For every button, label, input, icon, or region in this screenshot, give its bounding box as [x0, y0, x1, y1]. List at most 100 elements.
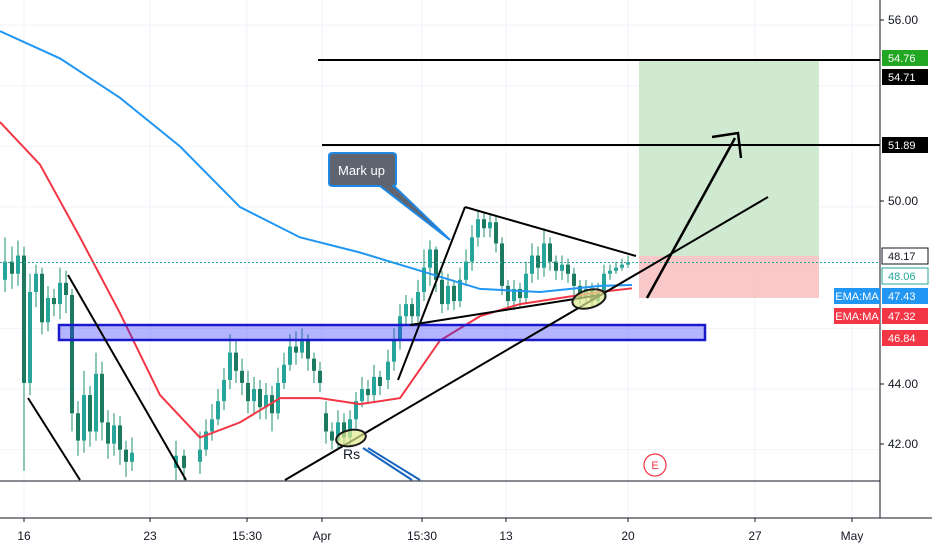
candle-body	[470, 237, 474, 262]
x-tick-label: 15:30	[232, 529, 262, 543]
x-tick-label: 23	[143, 529, 157, 543]
price-badge-label: 46.84	[888, 333, 916, 345]
trend-line-down-left-2[interactable]	[27, 397, 81, 481]
candle	[216, 389, 220, 426]
candle-body	[620, 264, 624, 268]
candle	[204, 419, 208, 456]
mark-up-callout[interactable]	[328, 152, 451, 241]
x-tick-label: 20	[621, 529, 635, 543]
candle-body	[494, 222, 498, 244]
candlestick-series	[3, 210, 630, 480]
candle-body	[360, 389, 364, 402]
earnings-marker[interactable]	[643, 453, 667, 477]
support-zone-box[interactable]	[57, 323, 707, 342]
price-badge-label: 48.06	[888, 271, 916, 283]
price-badge: 48.17	[881, 247, 929, 265]
candle-body	[372, 376, 376, 396]
candle-body	[34, 273, 38, 292]
candle-body	[524, 273, 528, 299]
candle-body	[46, 298, 50, 323]
candle	[366, 379, 370, 405]
candle	[234, 340, 238, 383]
breakout-arrow-shaft[interactable]	[645, 137, 737, 299]
candle	[422, 249, 426, 302]
candle-body	[10, 261, 14, 274]
candle-body	[222, 379, 226, 402]
candle	[392, 328, 396, 371]
trend-line-down-left[interactable]	[67, 274, 187, 481]
candle-body	[354, 401, 358, 420]
candle	[542, 228, 546, 277]
candle	[488, 213, 492, 238]
candle	[276, 367, 280, 420]
candle-body	[312, 358, 316, 371]
candle-body	[234, 352, 238, 371]
candle-body	[318, 370, 322, 383]
candle	[476, 210, 480, 247]
candle	[378, 370, 382, 396]
candle	[294, 331, 298, 365]
candle	[482, 213, 486, 238]
candle	[210, 404, 214, 441]
x-tick-label: 15:30	[407, 529, 437, 543]
candle-body	[288, 346, 292, 365]
candle-body	[130, 452, 134, 462]
profit-target-zone[interactable]	[639, 60, 819, 256]
candle-body	[434, 249, 438, 280]
candle	[554, 255, 558, 280]
highlight-ellipse-retest[interactable]	[570, 286, 608, 312]
candle-body	[70, 294, 74, 414]
candle	[130, 437, 134, 471]
candle-body	[210, 419, 214, 432]
candle-body	[64, 282, 68, 295]
candle	[470, 225, 474, 271]
candle-body	[324, 413, 328, 432]
triangle-line-left[interactable]	[397, 206, 466, 381]
ema-legend-label: EMA:MA	[835, 291, 879, 303]
candle	[246, 370, 250, 414]
candle	[524, 261, 528, 305]
candle-body	[58, 282, 62, 305]
candle-body	[500, 243, 504, 286]
candle-body	[16, 255, 20, 274]
candle-body	[330, 431, 334, 441]
triangle-line-bottom[interactable]	[409, 294, 601, 326]
candle	[354, 392, 358, 429]
rs-pointer	[362, 447, 421, 481]
x-tick-label: 16	[17, 529, 31, 543]
highlight-ellipse-low[interactable]	[335, 428, 367, 449]
candle	[404, 294, 408, 326]
candle	[252, 376, 256, 414]
candle-body	[106, 422, 110, 444]
candle-body	[626, 262, 630, 265]
candle	[52, 288, 56, 317]
candle	[16, 240, 20, 286]
breakout-arrow-head[interactable]	[711, 131, 743, 159]
ema-line-red	[0, 121, 633, 439]
candle-body	[452, 285, 456, 302]
candle	[282, 352, 286, 390]
candle-body	[614, 267, 618, 271]
candle	[360, 376, 364, 408]
candle-body	[306, 340, 310, 359]
candle-body	[608, 270, 612, 274]
candle-body	[198, 449, 202, 462]
candle	[112, 413, 116, 456]
candle	[3, 237, 7, 292]
ema-line-blue	[0, 30, 633, 293]
candle-body	[602, 273, 606, 292]
triangle-line-top[interactable]	[464, 206, 637, 257]
candle-body	[536, 255, 540, 268]
candle	[240, 358, 244, 396]
candle	[10, 246, 14, 289]
y-tick-label: 50.00	[888, 194, 918, 208]
candle-body	[428, 249, 432, 268]
candle-body	[566, 264, 570, 274]
candle-body	[548, 243, 552, 262]
price-badge-label: 47.43	[888, 291, 916, 303]
chart-drawings[interactable]: Rs Mark up E	[0, 59, 880, 481]
price-badge: 54.76	[882, 50, 928, 66]
candle-body	[488, 222, 492, 229]
candle	[506, 279, 510, 311]
